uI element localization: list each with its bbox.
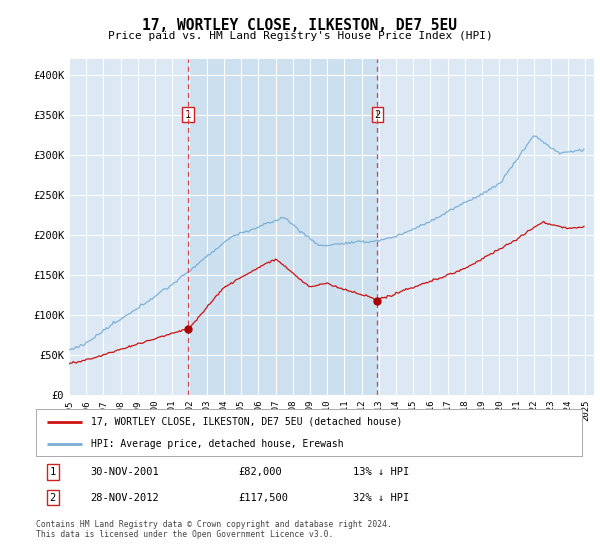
Text: 1: 1: [185, 110, 191, 120]
Text: 1: 1: [50, 467, 56, 477]
Text: £117,500: £117,500: [238, 492, 288, 502]
Text: HPI: Average price, detached house, Erewash: HPI: Average price, detached house, Erew…: [91, 438, 343, 449]
Text: 13% ↓ HPI: 13% ↓ HPI: [353, 467, 409, 477]
Text: 17, WORTLEY CLOSE, ILKESTON, DE7 5EU: 17, WORTLEY CLOSE, ILKESTON, DE7 5EU: [143, 18, 458, 33]
Bar: [188, 59, 377, 395]
Text: 32% ↓ HPI: 32% ↓ HPI: [353, 492, 409, 502]
Text: 28-NOV-2012: 28-NOV-2012: [91, 492, 160, 502]
Text: Price paid vs. HM Land Registry's House Price Index (HPI): Price paid vs. HM Land Registry's House …: [107, 31, 493, 41]
Text: Contains HM Land Registry data © Crown copyright and database right 2024.
This d: Contains HM Land Registry data © Crown c…: [36, 520, 392, 539]
Text: 30-NOV-2001: 30-NOV-2001: [91, 467, 160, 477]
Text: 2: 2: [374, 110, 380, 120]
Text: 2: 2: [50, 492, 56, 502]
Text: 17, WORTLEY CLOSE, ILKESTON, DE7 5EU (detached house): 17, WORTLEY CLOSE, ILKESTON, DE7 5EU (de…: [91, 417, 402, 427]
Text: £82,000: £82,000: [238, 467, 282, 477]
